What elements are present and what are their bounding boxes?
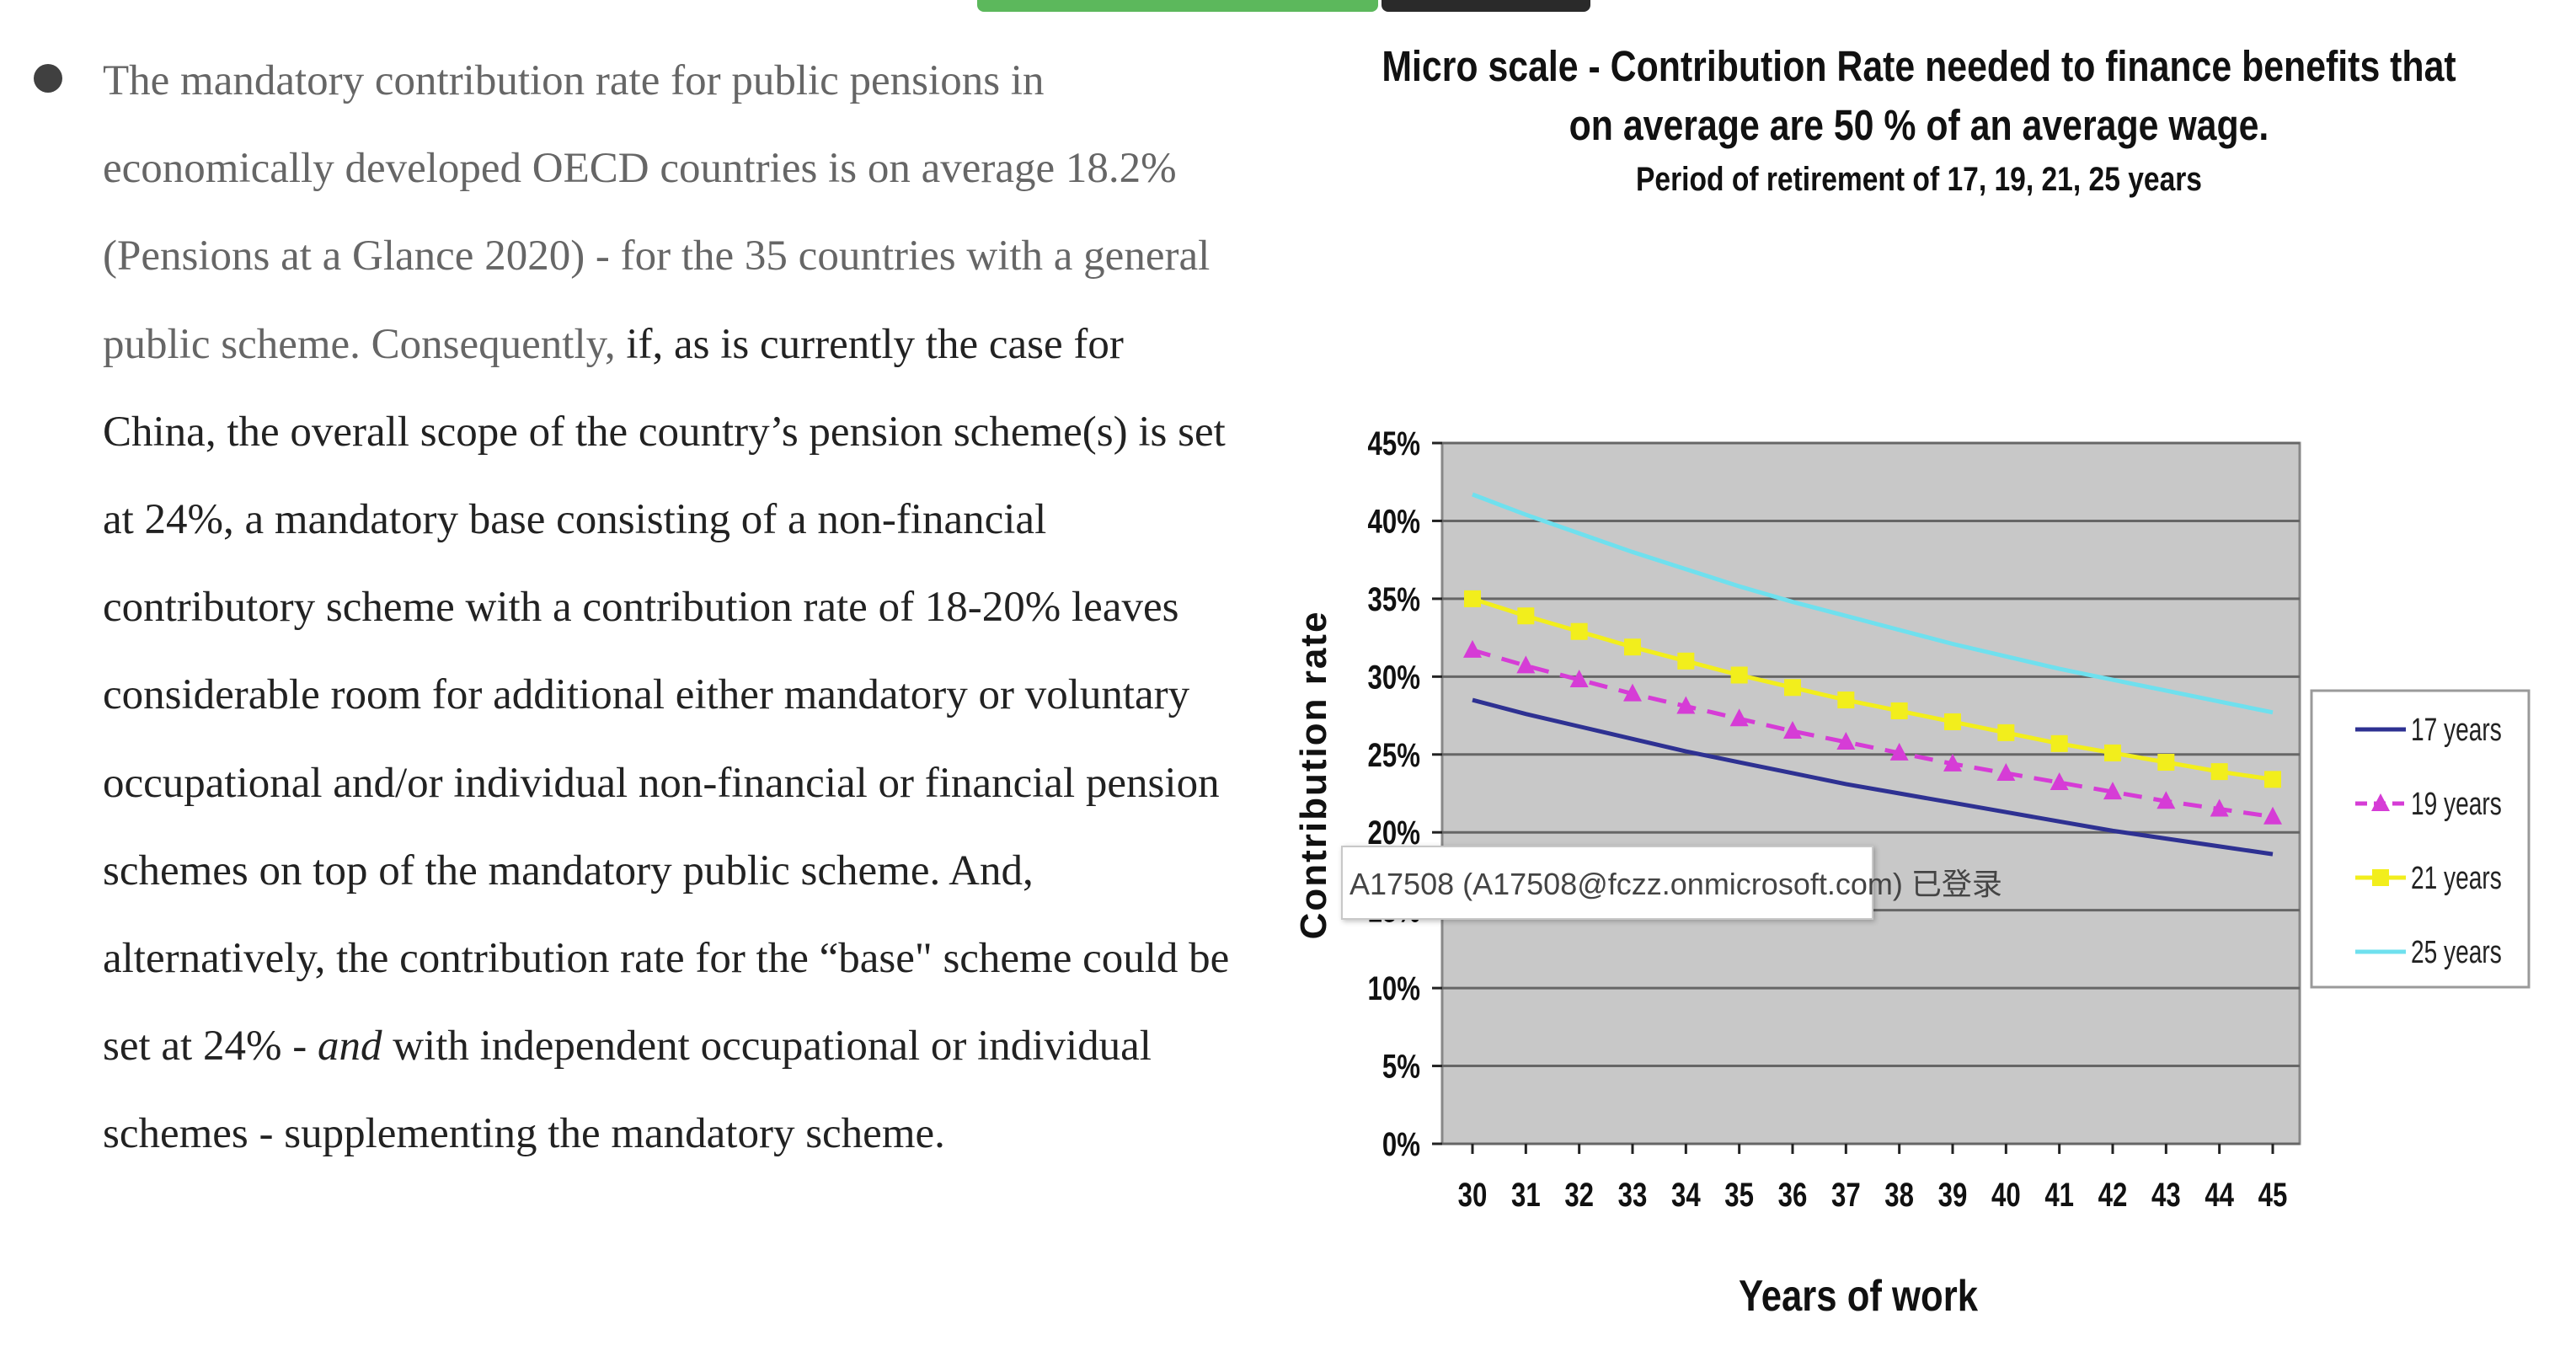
data-point [1729,708,1749,727]
y-tick-label: 5% [1382,1048,1420,1086]
data-point [1943,753,1962,772]
data-point [1996,762,2016,781]
legend-label: 19 years [2411,787,2502,822]
data-point [2050,772,2069,791]
x-tick-label: 34 [1671,1176,1701,1214]
x-tick-label: 30 [1458,1176,1488,1214]
data-point [1944,713,1961,730]
data-point [1517,607,1535,625]
data-point [2156,791,2176,809]
x-tick-label: 39 [1938,1176,1968,1214]
data-point [2050,734,2068,752]
series-line-19-years [1472,648,2274,820]
bullet-dot [34,64,62,93]
signed-in-tooltip: A17508 (A17508@fczz.onmicrosoft.com) 已登录 [1341,846,2002,920]
data-point [1997,724,2015,741]
bullet-paragraph: The mandatory contribution rate for publ… [103,37,1232,1178]
x-tick-label: 37 [1831,1176,1861,1214]
data-point [1837,692,1855,709]
x-tick-label: 45 [2258,1176,2288,1214]
legend-label: 25 years [2411,935,2502,970]
plot-area [1440,441,2301,1145]
data-point [1623,683,1642,702]
legend-marker [2372,869,2389,886]
data-point [1890,702,1908,720]
x-tick-label: 42 [2098,1176,2128,1214]
data-point [1569,670,1589,688]
x-tick-label: 33 [1618,1176,1648,1214]
y-tick-label: 35% [1368,580,1420,618]
series-lines [1463,492,2282,857]
legend-marker [2371,793,2390,811]
x-tick-label: 41 [2044,1176,2074,1214]
paragraph-text-part1: The mandatory contribution rate for publ… [103,57,1211,368]
data-point [1784,679,1801,697]
data-point [2264,771,2281,788]
legend-label: 21 years [2411,861,2502,896]
data-point [2104,744,2121,761]
y-tick-label: 25% [1368,736,1420,774]
data-point [2103,782,2122,800]
data-point [1677,652,1695,670]
data-point [2210,798,2229,817]
y-tick-label: 20% [1368,814,1420,852]
legend: 17 years 19 years 21 years 25 years [2355,713,2502,970]
y-axis-label: Contribution rate [1293,611,1334,940]
top-toolbar-strip [977,0,1378,12]
paragraph-text-part2: if, as is currently the case for China, … [103,320,1230,1071]
y-tick-label: 40% [1368,503,1420,541]
data-point [1464,590,1481,607]
y-tick-label: 30% [1368,659,1420,697]
x-tick-label: 35 [1724,1176,1754,1214]
series-line-17-years [1472,697,2274,857]
grid-lines [1432,441,2300,1145]
data-point [1463,639,1482,658]
x-axis-label: Years of work [1739,1273,1978,1321]
legend-label: 17 years [2411,713,2502,748]
x-tick-label: 44 [2205,1176,2234,1214]
x-tick-label: 43 [2151,1176,2181,1214]
x-tick-label: 40 [1991,1176,2021,1214]
data-point [2263,806,2282,825]
y-tick-label: 0% [1382,1125,1420,1163]
top-toolbar-button[interactable] [1382,0,1590,12]
series-line-25-years [1472,492,2274,715]
data-point [1783,721,1802,740]
data-point [1730,666,1748,684]
x-tick-label: 36 [1778,1176,1808,1214]
data-point [2157,754,2175,772]
series-line-21-years [1472,596,2274,782]
chart-title-line2: on average are 50 % of an average wage. [1569,100,2269,148]
y-tick-label: 45% [1368,425,1420,462]
x-tick-label: 38 [1884,1176,1914,1214]
data-point [1889,742,1909,761]
legend-box [2310,689,2531,989]
data-point [1676,696,1696,714]
data-point [2210,763,2228,781]
x-tick-label: 31 [1511,1176,1541,1214]
y-tick-label: 10% [1368,969,1420,1007]
paragraph-emphasis: and [317,1023,382,1071]
contribution-rate-chart: Micro scale - Contribution Rate needed t… [1293,41,2531,1321]
data-point [1836,731,1856,750]
chart-title-line1: Micro scale - Contribution Rate needed t… [1382,41,2456,89]
paragraph-text-part3: with independent occupational or individ… [103,1023,1152,1158]
x-tick-label: 32 [1564,1176,1594,1214]
y-axis-ticks: 0%5%10%15%20%25%30%35%40%45% [1368,425,1420,1163]
x-axis-ticks: 30 31 32 33 34 35 36 37 38 39 40 41 42 43 44 45 [1458,1144,2288,1214]
data-point [1570,622,1588,640]
data-point [1516,655,1536,674]
data-point [1624,638,1641,656]
chart-subtitle: Period of retirement of 17, 19, 21, 25 y… [1636,160,2202,197]
